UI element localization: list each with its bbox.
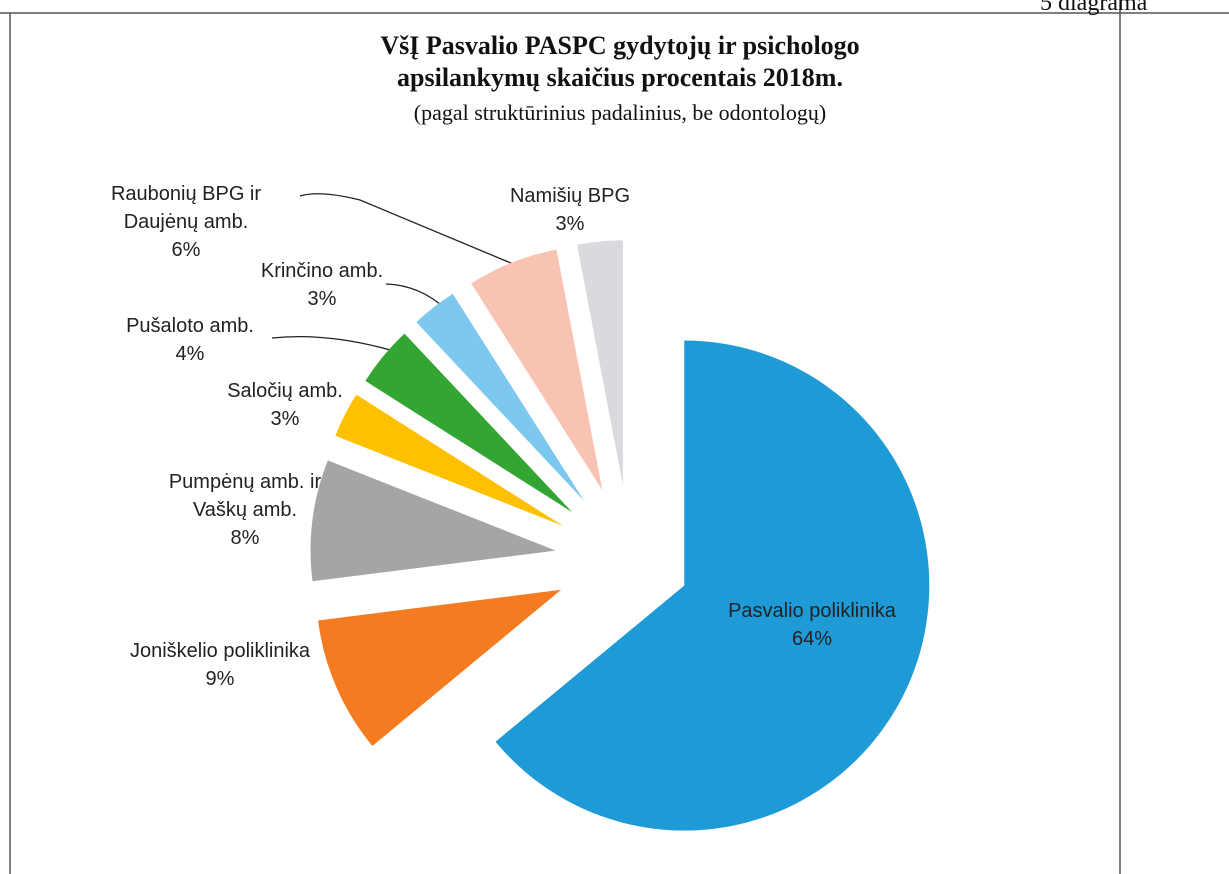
pie-slice [318,589,562,746]
slice-value: 4% [175,343,205,365]
pie-slice [495,340,930,831]
chart-subtitle: (pagal struktūrinius padalinius, be odon… [413,100,827,125]
pie-slice [471,249,603,491]
pie-slice [416,293,585,501]
slice-value: 8% [230,527,260,549]
slice-value: 64% [791,628,833,650]
leader-line [299,193,519,267]
slice-name: Saločių amb. [227,380,343,402]
slice-value: 6% [171,239,201,261]
slice-label: Pušaloto amb. 4% [126,312,254,368]
slice-value: 3% [555,213,585,235]
slice-value: 3% [307,288,337,310]
slice-name: Pušaloto amb. [126,315,254,337]
slice-label: Pasvalio poliklinika 64% [728,597,896,653]
slice-name: Raubonių BPG ir Daujėnų amb. [110,183,262,233]
slice-value: 3% [270,408,300,430]
slice-name: Joniškelio poliklinika [129,640,311,662]
pie-slice [365,333,573,513]
slice-label: Raubonių BPG ir Daujėnų amb. 6% [91,180,281,264]
corner-note: 5 diagrama [1040,0,1148,16]
slice-name: Pasvalio poliklinika [728,600,896,622]
slice-label: Krinčino amb. 3% [261,257,383,313]
pie-slice [577,240,623,486]
pie-slice [310,460,556,582]
slice-name: Pumpėnų amb. ir Vaškų amb. [168,471,322,521]
slice-label: Pumpėnų amb. ir Vaškų amb. 8% [155,468,335,552]
slice-name: Namišių BPG [509,185,631,207]
slice-value: 9% [205,668,235,690]
slice-label: Namišių BPG 3% [510,182,630,238]
chart-title: VšĮ Pasvalio PASPC gydytojų ir psicholog… [380,31,860,92]
leader-line [271,335,398,353]
slice-label: Joniškelio poliklinika 9% [130,637,310,693]
slice-label: Saločių amb. 3% [227,377,343,433]
pie-slice [335,394,564,526]
slice-name: Krinčino amb. [260,260,384,282]
